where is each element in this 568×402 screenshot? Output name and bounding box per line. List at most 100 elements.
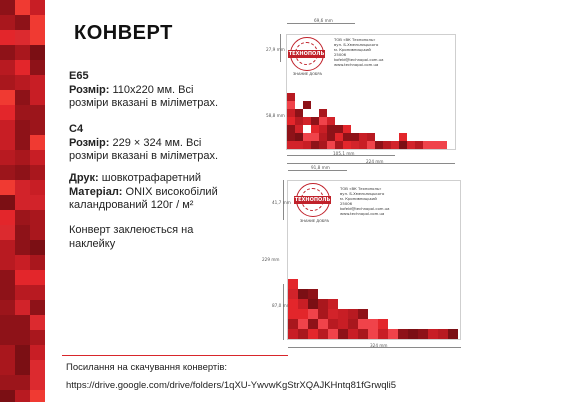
pattern-pixel [351,141,359,149]
mosaic-cell [15,225,30,240]
pattern-pixel [438,329,448,339]
pattern-pixel [338,329,348,339]
mosaic-cell [0,60,15,75]
motto-e65: ЗНАНИЕ ДОБРА [293,72,322,76]
pattern-pixel [398,329,408,339]
mosaic-cell [0,0,15,15]
pattern-pixel [311,133,319,141]
address-line: ТОВ «ВК Технополь» [340,186,382,191]
pattern-pixel [319,117,327,125]
mosaic-cell [15,300,30,315]
address-line: 25006 [340,201,353,206]
pattern-pixel [348,309,358,319]
mosaic-cell [30,315,45,330]
pattern-pixel [311,125,319,133]
download-link[interactable]: https://drive.google.com/drive/folders/1… [66,380,396,391]
logo-text: ТЕХНОПОЛЬ [288,51,325,57]
pattern-pixel [407,141,415,149]
pattern-pixel [378,329,388,339]
mosaic-cell [0,240,15,255]
pattern-pixel [298,319,308,329]
pattern-pixel [303,101,311,109]
logo-text: ТЕХНОПОЛЬ [294,197,331,203]
mosaic-cell [15,375,30,390]
mosaic-cell [30,120,45,135]
pattern-pixel [318,329,328,339]
dim-line-e65-bottom [287,163,455,164]
pattern-pixel [448,329,458,339]
pattern-pixel [358,309,368,319]
pattern-pixel [359,133,367,141]
pattern-pixel [348,329,358,339]
pattern-pixel [335,125,343,133]
pattern-pixel [288,329,298,339]
mosaic-cell [0,270,15,285]
mosaic-cell [30,300,45,315]
mosaic-cell [0,120,15,135]
address-line: вул. Б.Хмельницького [334,42,379,47]
address-line: www.technopol.com.ua [334,62,379,67]
address-line: м. Кропивницький [340,196,377,201]
mosaic-cell [15,285,30,300]
mosaic-cell [15,135,30,150]
mosaic-cell [0,285,15,300]
mosaic-cell [0,165,15,180]
pattern-pixel [327,125,335,133]
pattern-pixel [295,141,303,149]
pattern-pixel [303,133,311,141]
pattern-pixel [348,319,358,329]
pattern-pixel [335,133,343,141]
mosaic-cell [0,345,15,360]
mosaic-cell [30,15,45,30]
c4-size-label: Розмір: [69,136,110,149]
dim-line-c4-left [283,180,284,220]
mosaic-cell [30,285,45,300]
mosaic-cell [15,345,30,360]
pattern-pixel [408,329,418,339]
mosaic-cell [30,45,45,60]
print-spec: Друк: шовкотрафаретний Матеріал: ONIX ви… [69,172,218,213]
dim-c4-left-low: 87,0 mm [272,303,291,308]
pattern-pixel [298,299,308,309]
mosaic-cell [15,270,30,285]
mosaic-cell [30,90,45,105]
address-line: kofeld@technopol.com.ua [334,57,384,62]
pattern-pixel [295,125,303,133]
dim-e65-top: 69,6 mm [314,18,333,23]
mosaic-cell [30,30,45,45]
pattern-pixel [383,141,391,149]
dim-c4-left-top: 41,7 mm [272,200,291,205]
mosaic-cell [0,210,15,225]
pattern-pixel [378,319,388,329]
pattern-pixel [308,309,318,319]
mosaic-cell [15,90,30,105]
dim-line-c4-bottom [288,347,461,348]
mosaic-cell [15,75,30,90]
dim-e65-bottom: 224 mm [366,159,384,164]
material-value: ONIX високобілий [125,185,218,198]
e65-size-label: Розмір: [69,83,110,96]
pattern-pixel [343,133,351,141]
mosaic-cell [15,180,30,195]
dim-line-c4-top [288,170,347,171]
dim-line-c4-left-low [283,284,284,340]
mosaic-cell [15,165,30,180]
dim-e65-left-mid: 58,8 mm [266,113,285,118]
mosaic-cell [30,135,45,150]
pattern-pixel [298,309,308,319]
mosaic-cell [0,195,15,210]
mosaic-cell [0,360,15,375]
pattern-pixel [428,329,438,339]
mosaic-cell [15,315,30,330]
seal-note-line2: наклейку [69,237,116,250]
mosaic-cell [15,15,30,30]
c4-heading: С4 [69,123,84,135]
mosaic-cell [30,105,45,120]
pattern-pixel [319,141,327,149]
pattern-pixel [367,133,375,141]
pattern-pixel [358,329,368,339]
pattern-pixel [308,289,318,299]
pattern-pixel [391,141,399,149]
mosaic-cell [15,30,30,45]
pattern-pixel [318,299,328,309]
